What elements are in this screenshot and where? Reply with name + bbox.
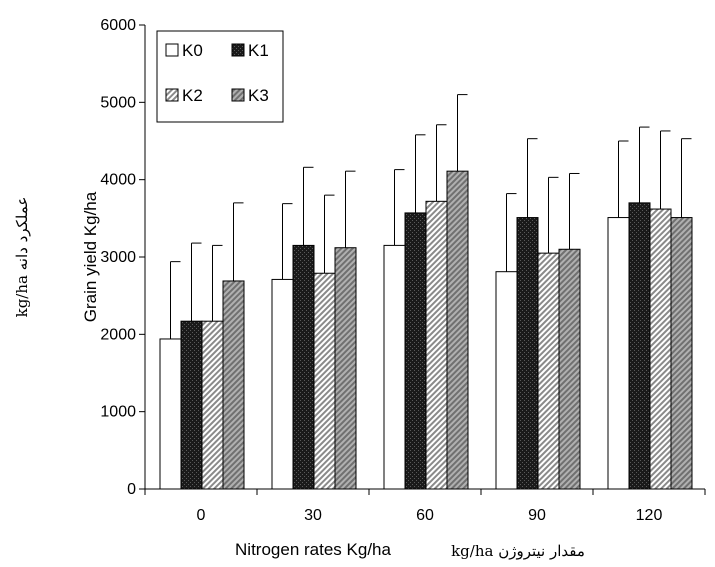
bar-k2-0: [201, 320, 224, 490]
bar-k3-120: [670, 217, 693, 490]
legend-label-k0: K0: [182, 41, 203, 60]
bar-k1-120: [628, 202, 651, 490]
error-bars: [170, 94, 692, 339]
bar-k3-30: [334, 247, 357, 490]
bar-k1-60: [404, 212, 427, 490]
y-tick-label: 4000: [100, 172, 136, 189]
y-axis-title-persian: kg/ha عملکرد دانه: [13, 197, 31, 318]
legend: K0 K1 K2 K3: [156, 30, 284, 123]
legend-swatch-k2: [165, 88, 179, 102]
bar-k0-120: [607, 217, 630, 490]
bar-k0-60: [383, 244, 406, 490]
bar-k0-90: [495, 271, 518, 490]
legend-label-k2: K2: [182, 86, 203, 105]
y-tick-label: 6000: [100, 17, 136, 34]
bar-k0-30: [271, 278, 294, 490]
bar-k2-30: [313, 272, 336, 490]
bar-k1-90: [516, 217, 539, 490]
x-tick-label: 0: [197, 507, 206, 524]
bar-k3-0: [222, 280, 245, 490]
legend-swatch-k3: [231, 88, 245, 102]
y-tick-label: 2000: [100, 326, 136, 343]
x-axis-title-persian: kg/ha مقدار نیتروژن: [451, 542, 585, 560]
x-tick-label: 60: [416, 507, 434, 524]
y-tick-label: 0: [127, 481, 136, 498]
bar-k0-0: [159, 338, 182, 490]
x-axis-ticks: 0 30 60 90 120: [144, 489, 706, 524]
legend-swatch-k0: [165, 43, 179, 57]
y-tick-label: 5000: [100, 94, 136, 111]
x-tick-label: 30: [304, 507, 322, 524]
legend-label-k3: K3: [248, 86, 269, 105]
x-axis-title: Nitrogen rates Kg/ha: [235, 540, 391, 559]
x-tick-label: 90: [528, 507, 546, 524]
bar-k2-90: [537, 252, 560, 490]
bar-k3-90: [558, 248, 581, 490]
legend-label-k1: K1: [248, 41, 269, 60]
bar-k1-0: [180, 320, 203, 490]
y-tick-label: 1000: [100, 404, 136, 421]
bar-series: [159, 170, 693, 490]
y-tick-label: 3000: [100, 249, 136, 266]
bar-k2-120: [649, 208, 672, 490]
x-tick-label: 120: [636, 507, 663, 524]
bar-k2-60: [425, 200, 448, 490]
legend-swatch-k1: [231, 43, 245, 57]
y-axis-title: Grain yield Kg/ha: [81, 191, 100, 322]
y-axis-ticks: 0 1000 2000 3000 4000 5000 6000: [100, 17, 145, 498]
bar-k1-30: [292, 244, 315, 490]
bar-k3-60: [446, 170, 469, 490]
